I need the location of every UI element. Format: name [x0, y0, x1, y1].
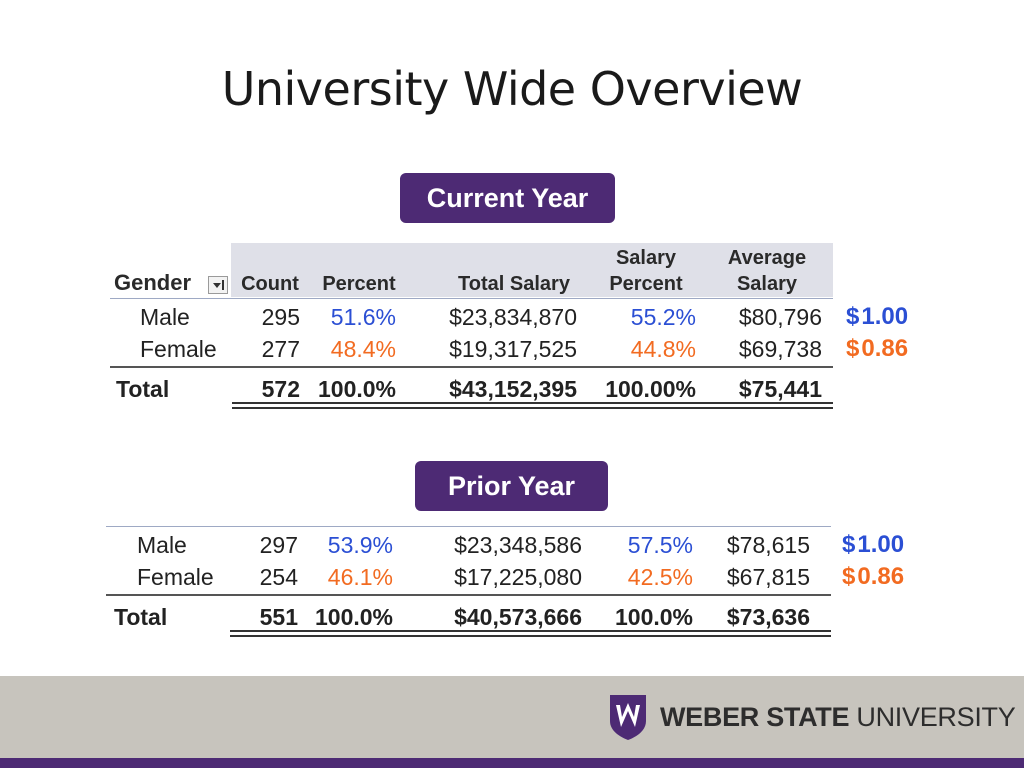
total-salary-percent: 100.00% — [605, 376, 696, 402]
total-salary-cell: $17,225,080 — [454, 564, 582, 590]
count-header: Count — [241, 273, 299, 295]
total-percent: 100.0% — [314, 604, 393, 630]
pay-ratio-male: $1.00 — [846, 303, 909, 330]
total-percent: 100.0% — [317, 376, 396, 402]
salary-percent-cell: 55.2% — [630, 304, 696, 330]
percent-cell: 46.1% — [327, 564, 393, 590]
footer-band — [0, 676, 1024, 758]
salary-percent-cell: 42.5% — [627, 564, 693, 590]
average-salary-cell: $69,738 — [738, 336, 822, 362]
average-salary-cell: $80,796 — [738, 304, 822, 330]
page-title: University Wide Overview — [221, 62, 803, 116]
total-salary-cell: $19,317,525 — [449, 336, 577, 362]
total-average-salary: $75,441 — [738, 376, 822, 402]
total-salary-sum: $40,573,666 — [454, 604, 582, 630]
gender-header: Gender — [114, 270, 192, 295]
total-salary-percent: 100.0% — [614, 604, 693, 630]
count-cell: 254 — [259, 564, 298, 590]
total-label: Total — [114, 604, 168, 630]
average-salary-cell: $67,815 — [726, 564, 810, 590]
percent-cell: 48.4% — [330, 336, 396, 362]
average-salary-header-line2: Salary — [736, 273, 798, 295]
pay-ratio-female: $0.86 — [846, 335, 909, 362]
gender-cell: Female — [137, 564, 214, 590]
header-rule — [106, 526, 831, 527]
total-salary-cell: $23,348,586 — [454, 532, 582, 558]
count-cell: 297 — [259, 532, 298, 558]
total-double-rule — [232, 402, 833, 409]
count-cell: 277 — [261, 336, 300, 362]
average-salary-header-line1: Average — [727, 247, 807, 269]
pay-ratio-male: $1.00 — [842, 531, 905, 558]
footer-accent-bar — [0, 758, 1024, 768]
salary-percent-cell: 57.5% — [627, 532, 693, 558]
filter-dropdown-icon[interactable] — [208, 276, 228, 294]
gender-cell: Female — [140, 336, 217, 362]
total-rule — [106, 594, 831, 596]
table-header-band — [231, 243, 833, 297]
prior-year-label: Prior Year — [415, 461, 608, 511]
salary-percent-header-line2: Percent — [609, 273, 683, 295]
salary-percent-header-line1: Salary — [615, 247, 677, 269]
total-salary-cell: $23,834,870 — [449, 304, 577, 330]
gender-cell: Male — [137, 532, 187, 558]
percent-cell: 53.9% — [327, 532, 393, 558]
percent-header: Percent — [322, 273, 396, 295]
total-salary-sum: $43,152,395 — [449, 376, 577, 402]
salary-percent-cell: 44.8% — [630, 336, 696, 362]
percent-cell: 51.6% — [330, 304, 396, 330]
average-salary-cell: $78,615 — [726, 532, 810, 558]
total-count: 551 — [259, 604, 298, 630]
university-shield-icon — [610, 695, 646, 740]
header-rule — [110, 298, 833, 299]
total-count: 572 — [261, 376, 300, 402]
total-label: Total — [116, 376, 170, 402]
count-cell: 295 — [261, 304, 300, 330]
total-average-salary: $73,636 — [726, 604, 810, 630]
total-salary-header: Total Salary — [458, 273, 570, 295]
current-year-label: Current Year — [400, 173, 615, 223]
total-double-rule — [230, 630, 831, 637]
university-wordmark: WEBER STATE UNIVERSITY — [660, 702, 1016, 732]
gender-cell: Male — [140, 304, 190, 330]
pay-ratio-female: $0.86 — [842, 563, 905, 590]
total-rule — [110, 366, 833, 368]
